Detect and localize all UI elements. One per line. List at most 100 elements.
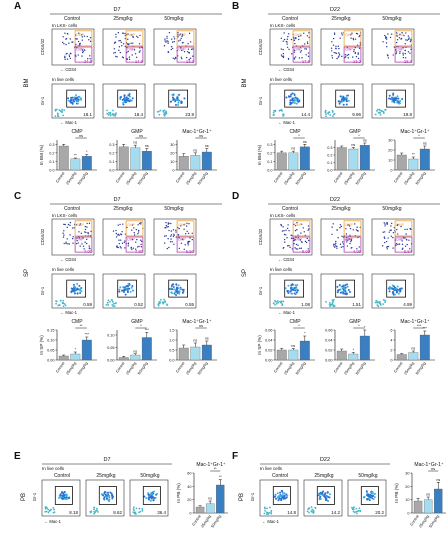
dot: [387, 237, 389, 239]
percent-label: 19.8: [403, 112, 412, 117]
dot: [349, 227, 352, 230]
dot: [103, 492, 106, 495]
dot: [346, 239, 349, 241]
gate-label-cmp: CMP: [76, 48, 84, 52]
group-label: 25mg/kg: [331, 16, 350, 22]
dot: [307, 55, 310, 58]
gate-box: [54, 486, 73, 505]
significance-label: ns: [351, 143, 355, 147]
dot: [335, 242, 337, 245]
dot: [300, 223, 303, 225]
y-tick-label: 0.10: [107, 334, 114, 338]
significance-label: ***: [423, 327, 428, 331]
dot: [321, 494, 324, 497]
dot: [288, 244, 290, 247]
dot: [159, 109, 162, 112]
dot: [185, 225, 188, 227]
bar: [70, 158, 81, 171]
dot: [384, 301, 387, 303]
dot: [321, 492, 324, 495]
dot: [121, 56, 124, 58]
flow-plot: GMP CMP 24.5: [51, 28, 95, 66]
dot: [89, 37, 92, 39]
dot: [44, 506, 47, 509]
dot: [75, 224, 78, 226]
flow-plot: GMP CMP 4.09: [320, 218, 364, 256]
dot: [383, 222, 385, 224]
dot: [63, 230, 65, 232]
dot: [138, 222, 141, 225]
dot: [140, 223, 142, 225]
dot: [293, 223, 295, 226]
gate-label-gmp: GMP: [127, 33, 136, 37]
dot: [135, 56, 138, 58]
dot: [312, 512, 315, 514]
percent-label: 17.6: [302, 59, 311, 64]
dot: [295, 36, 297, 39]
dot: [80, 232, 83, 235]
dot: [140, 243, 142, 246]
dot: [134, 53, 137, 55]
dot: [176, 99, 179, 102]
dot: [127, 43, 129, 46]
dot: [62, 232, 64, 234]
dot: [294, 99, 297, 102]
flow-plot: GMP CMP 7.00: [51, 218, 95, 256]
dot: [52, 506, 55, 509]
dot: [137, 36, 139, 39]
panel-letter: A: [14, 1, 21, 12]
dot: [169, 241, 172, 243]
dot: [345, 100, 348, 103]
bar: [205, 503, 215, 514]
y-tick-label: 0.05: [47, 349, 54, 353]
dot: [349, 291, 352, 294]
bar: [419, 334, 430, 361]
dot: [294, 247, 296, 249]
dot: [89, 58, 91, 60]
dot: [163, 298, 166, 301]
group-label: Control: [282, 16, 298, 22]
dot: [385, 240, 388, 243]
dot: [111, 113, 114, 116]
dot: [291, 99, 294, 102]
dot: [187, 48, 190, 50]
dot: [307, 229, 309, 231]
x-tick-label: 25mg/kg: [403, 361, 415, 375]
dot: [148, 498, 151, 501]
dot: [346, 54, 348, 57]
dot: [389, 286, 392, 289]
dot: [307, 248, 309, 250]
dot: [170, 230, 173, 232]
dot: [382, 110, 385, 113]
axis-label-mac1: ← Mac-1: [278, 120, 296, 125]
significance-label: **: [74, 154, 77, 158]
gate-label: In live cells: [270, 77, 293, 82]
dot: [133, 234, 136, 236]
dot: [373, 492, 376, 495]
dot: [382, 41, 384, 43]
dot: [86, 242, 88, 245]
dot: [289, 103, 292, 106]
dot: [165, 41, 167, 43]
dot: [339, 243, 342, 245]
dot: [336, 57, 338, 60]
dot: [93, 510, 96, 513]
dot: [338, 100, 341, 103]
dot: [105, 497, 108, 500]
dot: [46, 507, 48, 510]
dot: [116, 246, 118, 249]
dot: [72, 236, 74, 238]
dot: [174, 100, 177, 103]
significance-label: ns: [133, 349, 137, 353]
dot: [386, 46, 388, 48]
dot: [59, 493, 62, 496]
dot: [331, 54, 333, 57]
chart-title: GMP: [131, 319, 143, 325]
flow-plot: GMP CMP 13.2: [320, 28, 364, 66]
x-tick-label: 50mg/kg: [295, 171, 307, 185]
dot: [171, 38, 173, 40]
dot: [303, 231, 305, 233]
dot: [139, 34, 141, 37]
gate-label-gmp: GMP: [345, 33, 354, 37]
dot: [295, 286, 298, 289]
